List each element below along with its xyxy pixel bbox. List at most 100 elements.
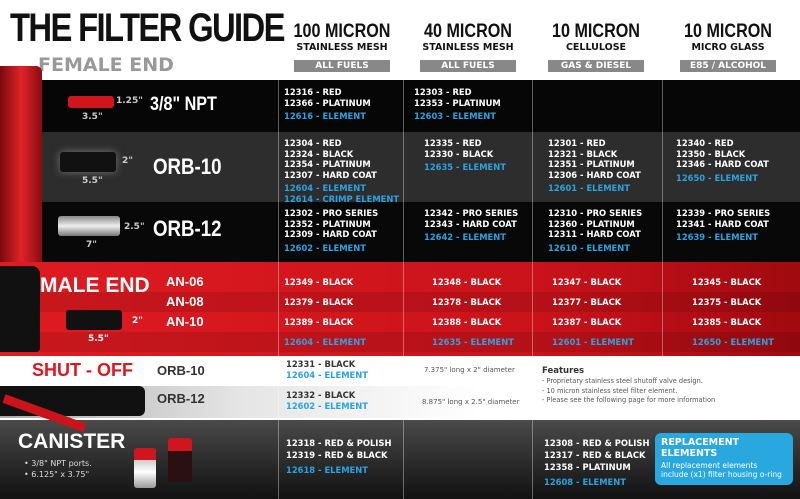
length-label: 5.5" bbox=[88, 334, 109, 344]
element-part-number: 12608 - ELEMENT bbox=[544, 477, 626, 487]
media-type: CELLULOSE bbox=[565, 42, 627, 53]
part-number: 12318 - RED & POLISH bbox=[286, 438, 392, 448]
part-number: 12360 - PLATINUM bbox=[548, 218, 635, 229]
element-part-number: 12604 - ELEMENT bbox=[286, 369, 368, 380]
replacement-elements-callout: REPLACEMENT ELEMENTS All replacement ele… bbox=[655, 433, 793, 485]
size-label: AN-06 bbox=[166, 274, 204, 289]
part-number: 12332 - BLACK bbox=[286, 390, 356, 400]
column-header: 40 MICRON STAINLESS MESH ALL FUELS bbox=[404, 22, 532, 72]
divider bbox=[532, 420, 533, 499]
diameter-label: 2" bbox=[122, 156, 133, 166]
fuel-badge: GAS & DIESEL bbox=[548, 60, 644, 72]
row-stripe bbox=[0, 332, 800, 352]
diameter-label: 1.25" bbox=[116, 96, 143, 106]
part-number: 12348 - BLACK bbox=[432, 277, 502, 287]
part-cell: 12316 - RED 12366 - PLATINUM 12616 - ELEME… bbox=[284, 87, 371, 122]
callout-line: All replacement elements bbox=[661, 461, 758, 470]
divider bbox=[662, 80, 663, 356]
element-part-number: 12604 - ELEMENT bbox=[284, 183, 366, 194]
divider bbox=[403, 80, 404, 262]
dimension-note: 7.375" long x 2" diameter bbox=[424, 366, 515, 374]
orb10-filter-image bbox=[60, 152, 116, 172]
element-part-number: 12642 - ELEMENT bbox=[424, 232, 506, 243]
feature-item: - Proprietary stainless steel shutoff va… bbox=[542, 377, 703, 385]
canister-bullets: • 3/8" NPT ports. • 6.125" x 3.75" bbox=[24, 458, 92, 480]
part-cell: 12348 - BLACK 12378 - BLACK 12388 - BLACK 1… bbox=[432, 272, 514, 352]
element-part-number: 12614 - CRIMP ELEMENT bbox=[284, 193, 400, 204]
part-number: 12311 - HARD COAT bbox=[548, 229, 641, 240]
micron-rating: 100 MICRON bbox=[293, 21, 391, 42]
part-cell: 12301 - RED 12321 - BLACK 12351 - PLATINUM… bbox=[548, 138, 641, 194]
fitting-image bbox=[0, 266, 40, 352]
column-header: 100 MICRON STAINLESS MESH ALL FUELS bbox=[278, 22, 406, 72]
part-cell: 12302 - PRO SERIES 12352 - PLATINUM 12309 … bbox=[284, 208, 378, 253]
part-number: 12375 - BLACK bbox=[692, 297, 762, 307]
male-filter-image bbox=[66, 310, 122, 330]
canister-black-image bbox=[168, 438, 192, 482]
micron-rating: 40 MICRON bbox=[424, 21, 512, 42]
element-part-number: 12635 - ELEMENT bbox=[432, 337, 514, 347]
row-orb12 bbox=[0, 202, 800, 262]
length-label: 3.5" bbox=[82, 112, 103, 122]
part-number: 12330 - BLACK bbox=[424, 148, 494, 159]
size-label: AN-08 bbox=[166, 294, 204, 309]
npt-label: 3/8" NPT bbox=[150, 94, 217, 115]
part-number: 12304 - RED bbox=[284, 138, 342, 148]
part-cell: 12347 - BLACK 12377 - BLACK 12387 - BLACK 1… bbox=[552, 272, 634, 352]
part-cell: 12349 - BLACK 12379 - BLACK 12389 - BLACK 1… bbox=[284, 272, 366, 352]
features-list: - Proprietary stainless steel shutoff va… bbox=[542, 377, 715, 406]
divider bbox=[403, 420, 404, 499]
part-cell: 12345 - BLACK 12375 - BLACK 12385 - BLACK 1… bbox=[692, 272, 774, 352]
part-number: 12309 - HARD COAT bbox=[284, 229, 377, 240]
orb12-label: ORB-12 bbox=[153, 216, 222, 241]
part-cell: 12335 - RED 12330 - BLACK 12635 - ELEMENT bbox=[424, 138, 506, 173]
part-number: 12379 - BLACK bbox=[284, 297, 354, 307]
part-number: 12339 - PRO SERIES bbox=[676, 208, 771, 218]
size-label: ORB-12 bbox=[157, 391, 205, 406]
female-end-heading: FEMALE END bbox=[38, 54, 174, 76]
dimension-note: 8.875" long x 2.5" diameter bbox=[422, 398, 520, 406]
element-part-number: 12610 - ELEMENT bbox=[548, 242, 630, 253]
part-cell: 12310 - PRO SERIES 12360 - PLATINUM 12311 … bbox=[548, 208, 642, 253]
part-number: 12351 - PLATINUM bbox=[548, 159, 635, 170]
bullet-item: • 3/8" NPT ports. bbox=[24, 459, 92, 468]
part-number: 12345 - BLACK bbox=[692, 277, 762, 287]
part-number: 12324 - BLACK bbox=[284, 148, 354, 159]
orb10-label: ORB-10 bbox=[153, 154, 222, 179]
element-part-number: 12604 - ELEMENT bbox=[284, 337, 366, 347]
part-cell: 12331 - BLACK 12604 - ELEMENT bbox=[286, 359, 368, 380]
male-end-heading: MALE END bbox=[40, 274, 150, 297]
element-part-number: 12618 - ELEMENT bbox=[286, 465, 368, 475]
fuel-badge: ALL FUELS bbox=[294, 60, 390, 72]
divider bbox=[532, 80, 533, 356]
bullet-item: • 6.125" x 3.75" bbox=[24, 470, 90, 479]
row-npt bbox=[0, 80, 800, 132]
part-number: 12341 - HARD COAT bbox=[676, 218, 769, 229]
element-part-number: 12601 - ELEMENT bbox=[548, 183, 630, 194]
row-shutoff-orb10 bbox=[0, 356, 800, 386]
element-part-number: 12603 - ELEMENT bbox=[414, 111, 496, 122]
part-number: 12343 - HARD COAT bbox=[424, 218, 517, 229]
micron-rating: 10 MICRON bbox=[552, 21, 640, 42]
part-number: 12346 - HARD COAT bbox=[676, 159, 769, 170]
page-title: THE FILTER GUIDE bbox=[10, 6, 285, 50]
element-part-number: 12650 - ELEMENT bbox=[676, 172, 758, 183]
part-number: 12308 - RED & POLISH bbox=[544, 438, 650, 448]
part-number: 12342 - PRO SERIES bbox=[424, 208, 519, 218]
divider bbox=[403, 262, 404, 356]
media-type: STAINLESS MESH bbox=[422, 42, 514, 53]
shutoff-heading: SHUT - OFF bbox=[32, 360, 133, 380]
feature-item: - Please see the following page for more… bbox=[542, 396, 716, 404]
part-cell: 12342 - PRO SERIES 12343 - HARD COAT 12642… bbox=[424, 208, 518, 243]
part-cell: 12339 - PRO SERIES 12341 - HARD COAT 12639… bbox=[676, 208, 770, 243]
fuel-badge: ALL FUELS bbox=[420, 60, 516, 72]
length-label: 7" bbox=[86, 240, 97, 250]
part-cell: 12332 - BLACK 12602 - ELEMENT bbox=[286, 390, 368, 411]
npt-filter-image bbox=[68, 96, 114, 108]
element-part-number: 12639 - ELEMENT bbox=[676, 232, 758, 243]
fuel-badge: E85 / ALCOHOL bbox=[680, 60, 776, 72]
orb12-filter-image bbox=[58, 216, 120, 236]
part-number: 12335 - RED bbox=[424, 138, 482, 148]
part-number: 12352 - PLATINUM bbox=[284, 218, 371, 229]
element-part-number: 12616 - ELEMENT bbox=[284, 111, 366, 122]
